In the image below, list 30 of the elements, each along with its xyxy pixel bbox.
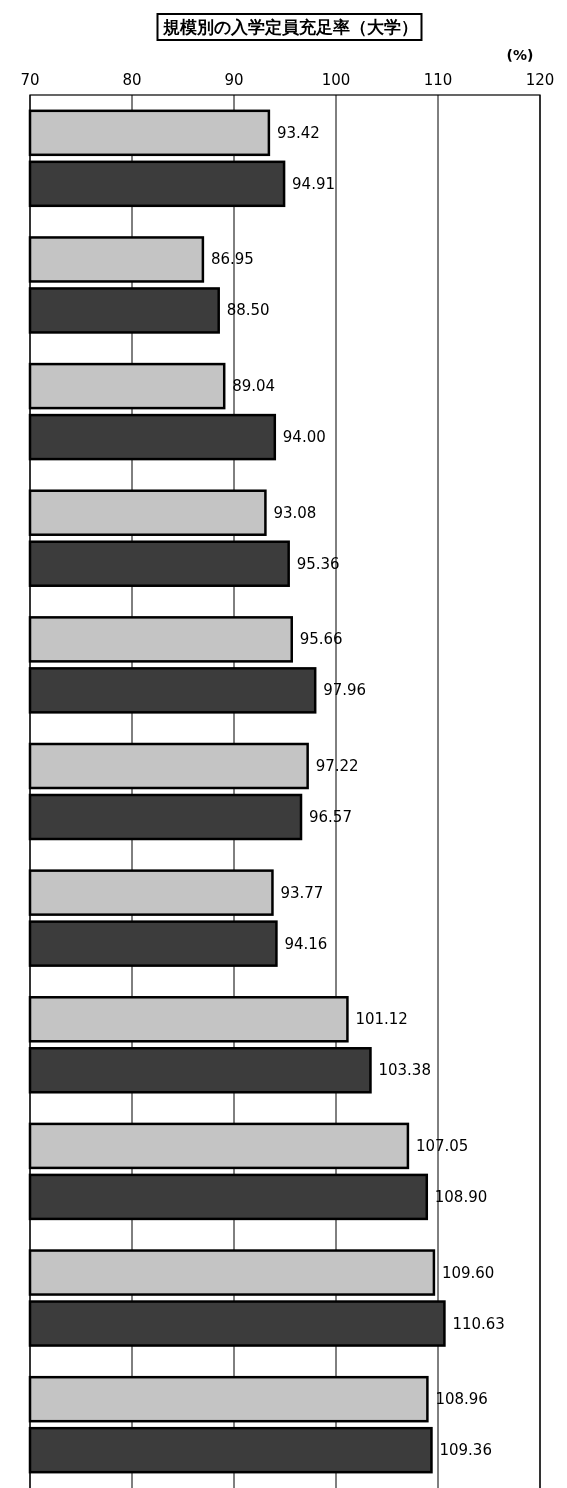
data-label: 108.96 [435, 1390, 488, 1409]
data-label: 95.66 [299, 630, 343, 649]
data-label: 94.00 [282, 428, 326, 447]
data-label: 109.36 [439, 1441, 492, 1460]
x-tick-label: 110 [423, 71, 453, 89]
data-label: 93.42 [276, 123, 320, 142]
data-label: 101.12 [355, 1010, 408, 1029]
chart-title: 規模別の入学定員充足率（大学） [161, 17, 418, 37]
data-label: 108.90 [434, 1187, 488, 1206]
x-tick-label: 90 [224, 71, 244, 89]
data-label: 89.04 [232, 377, 276, 396]
x-tick-label: 120 [525, 71, 555, 89]
data-label: 109.60 [441, 1263, 495, 1282]
data-label: 103.38 [378, 1061, 431, 1080]
data-label: 93.77 [280, 883, 324, 902]
x-tick-label: 70 [20, 71, 40, 89]
text: (%) [506, 47, 534, 63]
data-label: 97.96 [323, 681, 367, 700]
data-label: 88.50 [226, 301, 270, 320]
data-label: 107.05 [415, 1136, 469, 1155]
data-label: 95.36 [296, 554, 340, 573]
data-label: 94.91 [292, 174, 336, 193]
x-tick-label: 80 [122, 71, 142, 89]
data-label: 93.08 [273, 503, 317, 522]
data-label: 110.63 [452, 1314, 505, 1333]
x-tick-label: 100 [321, 71, 351, 89]
data-label: 97.22 [315, 757, 359, 775]
data-label: 94.16 [284, 934, 328, 953]
data-label: 86.95 [210, 250, 254, 269]
data-label: 96.57 [309, 808, 352, 826]
